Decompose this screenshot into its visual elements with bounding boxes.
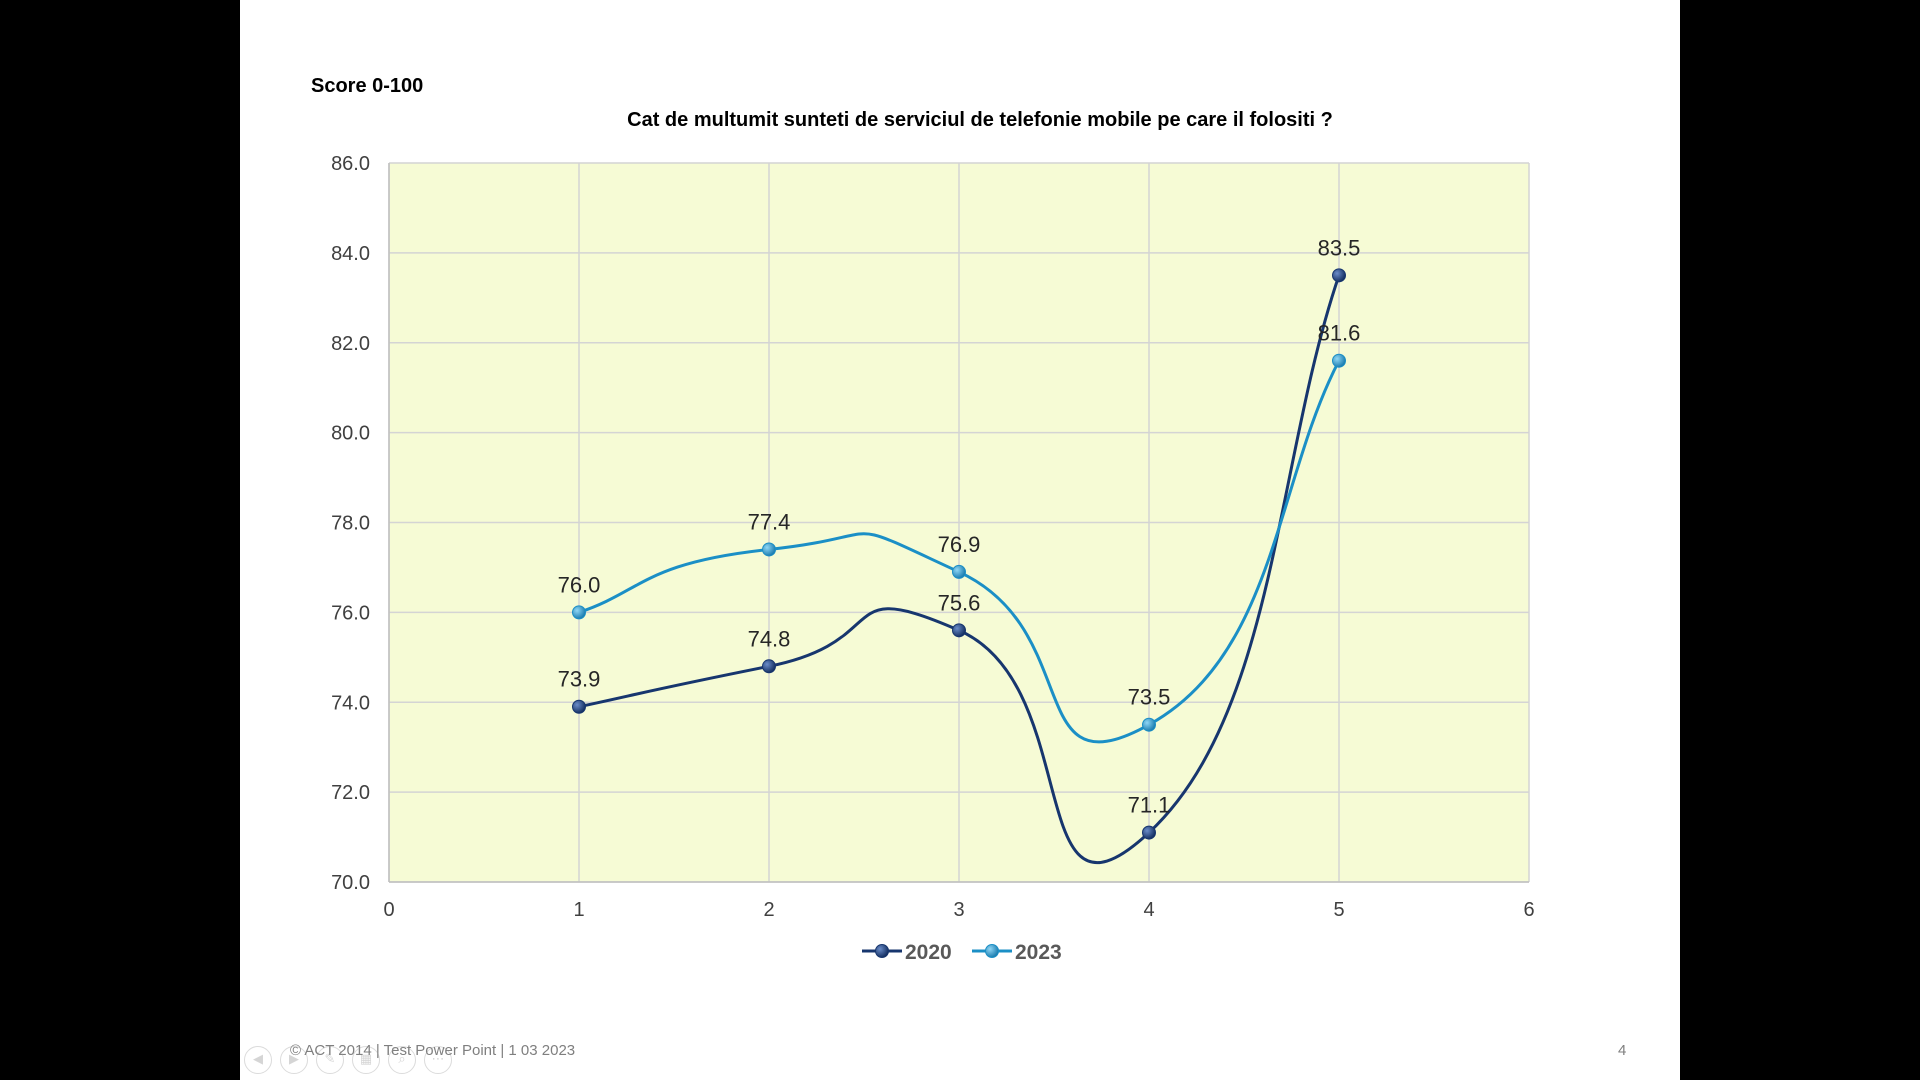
- data-label-2020: 71.1: [1128, 793, 1171, 818]
- legend-marker-2023: [985, 944, 999, 958]
- legend: 2020 2023: [862, 941, 1062, 964]
- data-point-2020: [1142, 825, 1156, 840]
- data-label-2023: 73.5: [1128, 685, 1171, 710]
- legend-label-2020: 2020: [905, 941, 952, 964]
- data-label-2020: 73.9: [558, 667, 601, 692]
- slide: Score 0-100 Cat de multumit sunteti de s…: [240, 0, 1680, 1080]
- slideshow-controls: ◀ ▶ ✎ ▦ ⌕ ⋯: [244, 1046, 452, 1074]
- chart-title: Cat de multumit sunteti de serviciul de …: [627, 109, 1333, 131]
- gridlines: [388, 162, 1530, 883]
- data-point-2020: [1332, 268, 1346, 283]
- x-tick-label: 1: [573, 899, 584, 921]
- y-tick-label: 72.0: [331, 782, 370, 804]
- data-label-2020: 74.8: [748, 626, 791, 651]
- x-tick-label: 5: [1333, 899, 1344, 921]
- y-tick-label: 74.0: [331, 692, 370, 714]
- x-tick-label: 4: [1143, 899, 1154, 921]
- series-line-2023: [578, 360, 1341, 744]
- slides-icon[interactable]: ▦: [352, 1046, 380, 1074]
- back-icon[interactable]: ◀: [244, 1046, 272, 1074]
- y-tick-label: 82.0: [331, 333, 370, 355]
- legend-marker-2020: [875, 944, 889, 958]
- x-tick-label: 3: [953, 899, 964, 921]
- y-tick-label: 80.0: [331, 423, 370, 445]
- data-point-2023: [572, 605, 586, 620]
- data-point-2023: [952, 564, 966, 579]
- data-label-2023: 81.6: [1318, 321, 1361, 346]
- y-tick-label: 86.0: [331, 153, 370, 175]
- data-label-2020: 83.5: [1318, 235, 1361, 260]
- data-labels: 73.9 74.8 75.6 71.1 83.5 76.0 77.4 76.9 73.5 81.6: [558, 235, 1361, 817]
- y-tick-label: 76.0: [331, 602, 370, 624]
- series-group: [572, 268, 1346, 864]
- legend-label-2023: 2023: [1015, 941, 1062, 964]
- data-point-2020: [952, 623, 966, 638]
- data-label-2023: 76.9: [938, 532, 981, 557]
- y-tick-label: 70.0: [331, 872, 370, 894]
- page-number: 4: [1618, 1042, 1627, 1059]
- data-label-2023: 77.4: [748, 509, 791, 534]
- data-label-2023: 76.0: [558, 572, 601, 597]
- x-tick-label: 6: [1523, 899, 1534, 921]
- data-point-2020: [762, 659, 776, 674]
- x-tick-label: 2: [763, 899, 774, 921]
- score-label: Score 0-100: [311, 75, 424, 97]
- x-tick-label: 0: [383, 899, 394, 921]
- data-point-2023: [762, 542, 776, 557]
- more-icon[interactable]: ⋯: [424, 1046, 452, 1074]
- line-chart: 70.0 72.0 74.0 76.0 78.0 80.0 82.0 84.0 86.0 0 1 2 3…: [331, 153, 1535, 964]
- y-tick-label: 84.0: [331, 243, 370, 265]
- data-point-2020: [572, 699, 586, 714]
- pen-icon[interactable]: ✎: [316, 1046, 344, 1074]
- y-tick-label: 78.0: [331, 513, 370, 535]
- data-point-2023: [1142, 717, 1156, 732]
- data-point-2023: [1332, 353, 1346, 368]
- data-label-2020: 75.6: [938, 590, 981, 615]
- axes: 70.0 72.0 74.0 76.0 78.0 80.0 82.0 84.0 86.0 0 1 2 3…: [331, 153, 1535, 921]
- forward-icon[interactable]: ▶: [280, 1046, 308, 1074]
- zoom-icon[interactable]: ⌕: [388, 1046, 416, 1074]
